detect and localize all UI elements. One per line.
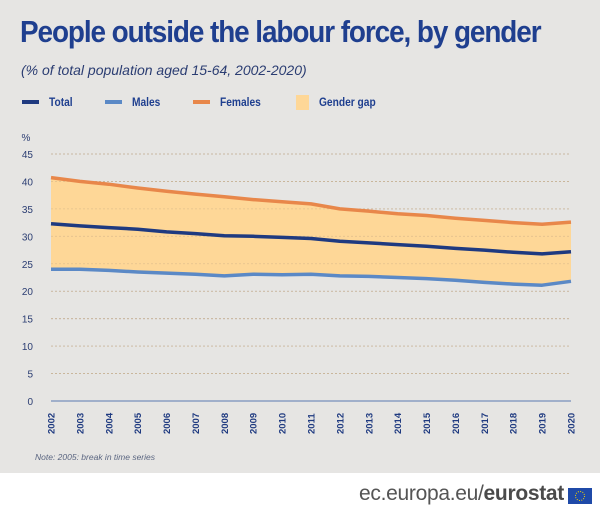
x-tick-label: 2019 — [538, 413, 549, 434]
legend-swatch-males — [104, 100, 122, 104]
x-tick-label: 2011 — [307, 413, 318, 434]
x-tick-label: 2012 — [335, 413, 346, 434]
y-axis-label: % — [22, 133, 31, 144]
line-layer — [50, 175, 572, 287]
area-layer — [51, 153, 571, 374]
y-tick-label: 0 — [27, 397, 33, 408]
x-tick-label: 2004 — [104, 412, 115, 434]
x-tick-label: 2016 — [451, 413, 462, 434]
footer-brand: eurostat — [483, 482, 565, 505]
x-tick-label: 2017 — [480, 413, 491, 434]
x-tick-label: 2014 — [393, 412, 404, 434]
x-tick-label: 2020 — [567, 413, 578, 434]
legend-swatch-gender-gap — [296, 94, 310, 110]
footer-site-prefix: ec.europa.eu/ — [359, 482, 484, 505]
page-title: People outside the labour force, by gend… — [20, 14, 542, 49]
legend-item-total: Total — [22, 95, 77, 109]
x-axis: 2002 2003 2004 2005 2006 2007 2008 2009 2010 2011… — [47, 412, 578, 434]
x-tick-label: 2010 — [278, 413, 289, 434]
legend-label: Total — [49, 95, 73, 109]
x-tick-label: 2009 — [249, 413, 260, 434]
x-tick-label: 2013 — [364, 413, 375, 434]
legend-swatch-total — [22, 100, 39, 104]
y-tick-label: 15 — [22, 315, 34, 326]
y-tick-label: 30 — [22, 232, 34, 243]
legend: Total Males Females Gender gap — [22, 92, 414, 112]
legend-item-males: Males — [104, 95, 165, 109]
chart-note: Note: 2005: break in time series — [35, 452, 156, 462]
y-axis: 0 5 10 15 20 25 30 35 40 45 — [22, 150, 34, 408]
y-tick-label: 20 — [22, 287, 34, 298]
legend-item-females: Females — [193, 95, 268, 109]
page-subtitle: (% of total population aged 15-64, 2002-… — [21, 62, 307, 78]
x-tick-label: 2003 — [75, 413, 86, 434]
gender-gap-area — [51, 177, 571, 286]
footer-site-link[interactable]: ec.europa.eu/eurostat — [359, 482, 564, 506]
y-tick-label: 25 — [22, 260, 34, 271]
y-tick-label: 35 — [22, 205, 34, 216]
y-tick-label: 45 — [22, 150, 34, 161]
x-tick-label: 2008 — [220, 413, 231, 434]
series-line-females — [50, 175, 572, 227]
eu-flag-icon — [568, 488, 592, 504]
y-tick-label: 5 — [27, 370, 33, 381]
series-line-total — [50, 221, 572, 256]
y-tick-label: 40 — [22, 177, 34, 188]
legend-label: Females — [220, 95, 261, 109]
x-tick-label: 2005 — [133, 412, 144, 434]
legend-swatch-females — [193, 100, 211, 104]
legend-label: Gender gap — [319, 95, 376, 109]
legend-item-gender-gap: Gender gap — [296, 94, 386, 110]
x-tick-label: 2018 — [509, 413, 520, 434]
x-tick-label: 2002 — [47, 413, 58, 434]
legend-label: Males — [131, 95, 161, 109]
x-tick-label: 2006 — [162, 413, 173, 434]
x-tick-label: 2015 — [422, 412, 433, 434]
y-tick-label: 10 — [22, 342, 34, 353]
x-tick-label: 2007 — [191, 413, 202, 434]
